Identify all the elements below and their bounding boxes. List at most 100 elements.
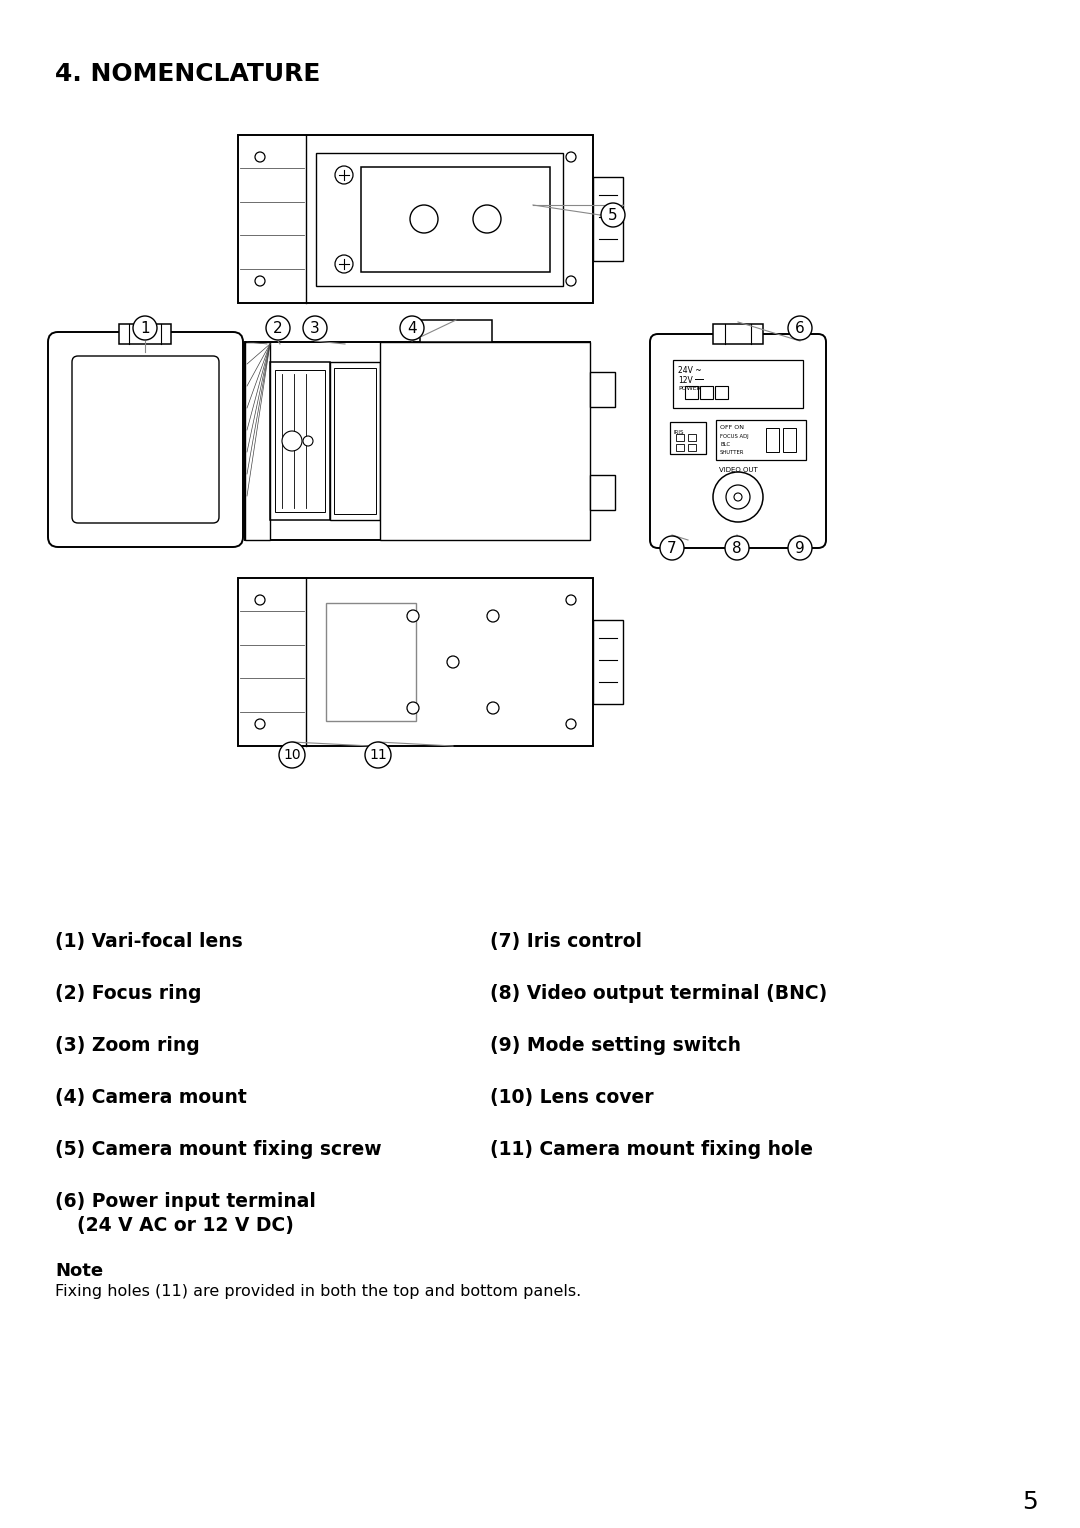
- Bar: [275, 370, 325, 512]
- Circle shape: [335, 167, 353, 183]
- Text: (9) Mode setting switch: (9) Mode setting switch: [490, 1036, 741, 1054]
- Circle shape: [473, 205, 501, 232]
- Bar: [361, 167, 550, 272]
- Text: (11) Camera mount fixing hole: (11) Camera mount fixing hole: [490, 1140, 813, 1160]
- Text: 4: 4: [407, 321, 417, 336]
- Bar: [380, 342, 590, 539]
- Circle shape: [255, 151, 265, 162]
- Text: (1) Vari-focal lens: (1) Vari-focal lens: [55, 932, 243, 950]
- Circle shape: [726, 484, 750, 509]
- Bar: [326, 604, 416, 721]
- Bar: [688, 445, 696, 451]
- Text: 10: 10: [283, 749, 301, 762]
- Circle shape: [266, 316, 291, 341]
- Circle shape: [105, 406, 185, 487]
- Circle shape: [566, 277, 576, 286]
- Bar: [590, 475, 615, 510]
- Text: 7: 7: [667, 541, 677, 556]
- FancyBboxPatch shape: [72, 356, 219, 523]
- Bar: [670, 422, 706, 454]
- Bar: [716, 420, 806, 460]
- Circle shape: [303, 316, 327, 341]
- Text: 4. NOMENCLATURE: 4. NOMENCLATURE: [55, 63, 321, 86]
- Circle shape: [447, 656, 459, 668]
- Text: 6: 6: [795, 321, 805, 336]
- Circle shape: [303, 435, 313, 446]
- Bar: [238, 578, 593, 746]
- Text: (6) Power input terminal: (6) Power input terminal: [55, 1192, 315, 1212]
- Circle shape: [93, 396, 197, 500]
- Circle shape: [407, 610, 419, 622]
- Circle shape: [734, 494, 742, 501]
- Bar: [593, 177, 623, 261]
- Circle shape: [566, 594, 576, 605]
- Bar: [316, 153, 563, 286]
- Text: OFF ON: OFF ON: [720, 425, 744, 429]
- Text: BLC: BLC: [720, 442, 730, 448]
- Bar: [676, 445, 684, 451]
- Text: 3: 3: [310, 321, 320, 336]
- Circle shape: [255, 594, 265, 605]
- Circle shape: [660, 536, 684, 559]
- Text: IRIS: IRIS: [673, 429, 684, 435]
- Text: (8) Video output terminal (BNC): (8) Video output terminal (BNC): [490, 984, 827, 1002]
- Text: VIDEO OUT: VIDEO OUT: [718, 468, 757, 474]
- Bar: [593, 620, 623, 704]
- Bar: [676, 434, 684, 442]
- Text: POWER: POWER: [678, 387, 701, 391]
- Text: 11: 11: [369, 749, 387, 762]
- Circle shape: [282, 431, 302, 451]
- Bar: [330, 362, 380, 520]
- Circle shape: [121, 423, 168, 471]
- Circle shape: [725, 536, 750, 559]
- Circle shape: [788, 316, 812, 341]
- Circle shape: [279, 743, 305, 769]
- Circle shape: [400, 316, 424, 341]
- Text: 5: 5: [1022, 1490, 1038, 1514]
- Text: FOCUS ADJ: FOCUS ADJ: [720, 434, 748, 439]
- Circle shape: [713, 472, 762, 523]
- Text: Fixing holes (11) are provided in both the top and bottom panels.: Fixing holes (11) are provided in both t…: [55, 1284, 581, 1299]
- Text: 12V: 12V: [678, 376, 692, 385]
- Bar: [245, 342, 270, 539]
- Text: 8: 8: [732, 541, 742, 556]
- Text: 24V ~: 24V ~: [678, 367, 702, 374]
- Bar: [715, 387, 728, 399]
- Text: (2) Focus ring: (2) Focus ring: [55, 984, 202, 1002]
- Text: 5: 5: [608, 208, 618, 223]
- Circle shape: [788, 536, 812, 559]
- Text: (10) Lens cover: (10) Lens cover: [490, 1088, 653, 1106]
- Circle shape: [410, 205, 438, 232]
- Text: Note: Note: [55, 1262, 103, 1280]
- Circle shape: [255, 720, 265, 729]
- Text: (24 V AC or 12 V DC): (24 V AC or 12 V DC): [77, 1216, 294, 1235]
- Bar: [766, 428, 779, 452]
- Circle shape: [255, 277, 265, 286]
- Circle shape: [137, 439, 153, 455]
- Bar: [238, 134, 593, 303]
- Text: 1: 1: [140, 321, 150, 336]
- Text: SHUTTER: SHUTTER: [720, 451, 744, 455]
- Text: (3) Zoom ring: (3) Zoom ring: [55, 1036, 200, 1054]
- Bar: [420, 319, 492, 342]
- Bar: [685, 387, 698, 399]
- Circle shape: [133, 316, 157, 341]
- FancyBboxPatch shape: [48, 332, 243, 547]
- Bar: [688, 434, 696, 442]
- Text: (5) Camera mount fixing screw: (5) Camera mount fixing screw: [55, 1140, 381, 1160]
- Bar: [713, 324, 762, 344]
- Bar: [783, 428, 796, 452]
- Circle shape: [566, 720, 576, 729]
- Circle shape: [600, 203, 625, 228]
- Text: (4) Camera mount: (4) Camera mount: [55, 1088, 246, 1106]
- Circle shape: [335, 255, 353, 274]
- Bar: [590, 371, 615, 406]
- Bar: [270, 362, 330, 520]
- Bar: [119, 324, 171, 344]
- Text: (7) Iris control: (7) Iris control: [490, 932, 642, 950]
- FancyBboxPatch shape: [650, 335, 826, 549]
- Text: 2: 2: [273, 321, 283, 336]
- Circle shape: [566, 151, 576, 162]
- Bar: [700, 387, 713, 399]
- Circle shape: [407, 701, 419, 714]
